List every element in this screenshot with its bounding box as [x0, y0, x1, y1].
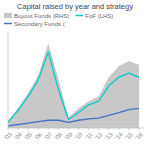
tick-mark: [138, 128, 139, 130]
tick-label: '14: [114, 131, 124, 141]
tick-mark: [48, 128, 49, 130]
area: [8, 44, 139, 128]
tick-label: '10: [74, 131, 84, 141]
legend-item: Buyout Funds (RHS): [4, 13, 69, 19]
line: [8, 108, 139, 126]
tick-label: '03: [3, 131, 13, 141]
title: Capital raised by year and strategy: [17, 2, 133, 11]
tick-mark: [78, 128, 79, 130]
x-ticks: '03'04'05'06'07'08'09'10'11'12'13'14'15'…: [3, 128, 144, 141]
tick-mark: [38, 128, 39, 130]
tick-label: '13: [104, 131, 114, 141]
tick-mark: [108, 128, 109, 130]
chart: Capital raised by year and strategy Buyou…: [0, 0, 150, 150]
tick-label: '06: [33, 131, 43, 141]
tick-mark: [118, 128, 119, 130]
legend: Buyout Funds (RHS) FoF (LHS) Secondary Fun…: [4, 13, 113, 27]
tick-label: '12: [94, 131, 104, 141]
legend-swatch: [75, 15, 83, 17]
legend-label: FoF (LHS): [85, 13, 113, 19]
legend-item: Secondary Funds (: [4, 21, 65, 27]
legend-item: FoF (LHS): [75, 13, 113, 19]
legend-label: Secondary Funds (: [14, 21, 65, 27]
plot-marks: [8, 44, 139, 128]
tick-label: '11: [84, 131, 94, 141]
tick-mark: [18, 128, 19, 130]
tick-mark: [28, 128, 29, 130]
tick-label: '15: [124, 131, 134, 141]
tick-label: '05: [23, 131, 33, 141]
tick-label: '08: [54, 131, 64, 141]
tick-mark: [98, 128, 99, 130]
tick-label: '09: [64, 131, 74, 141]
legend-swatch: [4, 13, 12, 18]
y-axis-line: [8, 33, 9, 128]
tick-label: '04: [13, 131, 23, 141]
tick-label: '07: [44, 131, 54, 141]
tick-mark: [58, 128, 59, 130]
tick-mark: [68, 128, 69, 130]
tick-mark: [128, 128, 129, 130]
tick-mark: [8, 128, 9, 130]
legend-swatch: [4, 23, 12, 25]
legend-label: Buyout Funds (RHS): [14, 13, 69, 19]
tick-label: '16: [134, 131, 144, 141]
tick-mark: [88, 128, 89, 130]
